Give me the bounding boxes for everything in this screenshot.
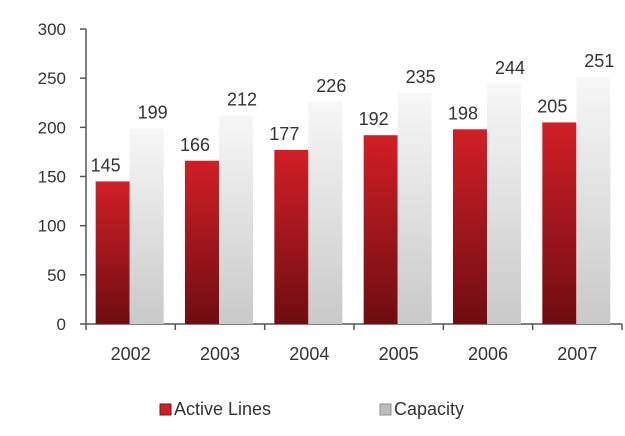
data-label-active-lines: 145 <box>91 155 121 175</box>
data-label-capacity: 212 <box>227 90 257 110</box>
bar-active-lines <box>185 160 219 324</box>
bar-active-lines <box>542 122 577 325</box>
y-tick-label: 200 <box>38 118 66 137</box>
x-tick-label: 2004 <box>289 344 329 364</box>
x-tick-label: 2006 <box>468 344 508 364</box>
legend-swatch-active-lines <box>159 403 172 416</box>
legend-swatch-capacity <box>379 403 392 416</box>
x-tick-label: 2003 <box>200 344 240 364</box>
x-tick-label: 2007 <box>557 344 597 364</box>
data-label-capacity: 226 <box>316 76 346 96</box>
bar-capacity <box>308 101 343 325</box>
data-label-active-lines: 166 <box>180 135 210 155</box>
bar-capacity <box>487 84 521 324</box>
y-axis: 0 50 100 150 200 250 300 <box>38 20 87 334</box>
data-label-capacity: 199 <box>138 102 168 122</box>
data-label-active-lines: 192 <box>359 109 389 129</box>
bar-active-lines <box>363 135 398 324</box>
y-tick-label: 300 <box>38 20 66 39</box>
bar-capacity <box>576 77 611 324</box>
data-label-active-lines: 198 <box>448 103 478 123</box>
bars: 145 199 166 212 177 226 192 235 198 244 205 251 <box>91 51 614 325</box>
data-label-capacity: 235 <box>406 67 436 87</box>
data-label-active-lines: 205 <box>537 96 567 116</box>
bar-active-lines <box>274 149 309 324</box>
legend-label-active-lines: Active Lines <box>174 399 271 419</box>
y-tick-label: 100 <box>38 217 66 236</box>
bar-capacity <box>219 115 253 325</box>
bar-active-lines <box>453 129 487 324</box>
bar-active-lines <box>95 181 130 324</box>
x-tick-label: 2005 <box>379 344 419 364</box>
data-label-capacity: 251 <box>584 51 614 71</box>
y-tick-label: 250 <box>38 69 66 88</box>
y-tick-label: 0 <box>57 315 66 334</box>
data-label-active-lines: 177 <box>269 124 299 144</box>
x-tick-label: 2002 <box>111 344 151 364</box>
data-label-capacity: 244 <box>495 58 525 78</box>
x-axis: 2002 2003 2004 2005 2006 2007 <box>85 323 623 364</box>
bar-capacity <box>129 128 164 324</box>
legend-label-capacity: Capacity <box>394 399 464 419</box>
y-tick-label: 150 <box>38 168 66 187</box>
bar-capacity <box>397 92 432 325</box>
legend: Active Lines Capacity <box>159 399 464 419</box>
y-tick-label: 50 <box>47 266 66 285</box>
